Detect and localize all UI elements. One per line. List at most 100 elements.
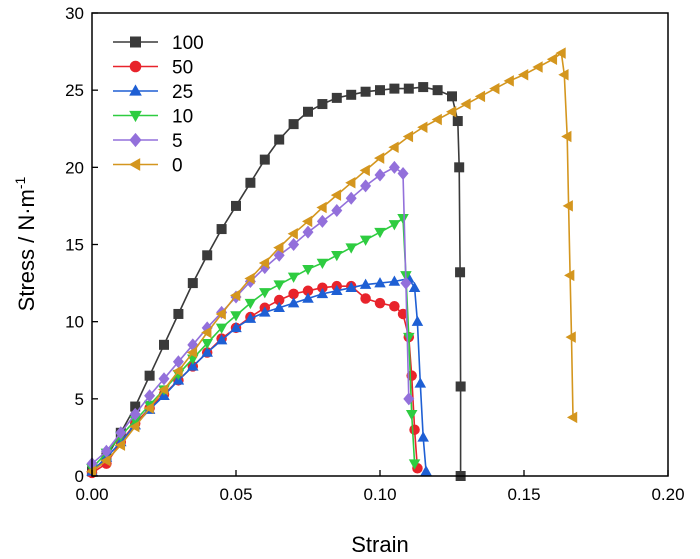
data-point-0 <box>532 61 543 73</box>
data-point-100 <box>432 85 443 96</box>
legend-label: 25 <box>172 82 193 103</box>
legend-marker <box>128 158 141 171</box>
data-point-25 <box>420 465 432 476</box>
y-axis-label: Stress / N·m-1 <box>12 176 39 311</box>
data-point-100 <box>245 177 256 188</box>
data-point-50 <box>288 288 299 300</box>
legend-label: 10 <box>172 107 193 128</box>
data-point-0 <box>172 365 183 377</box>
data-point-0 <box>417 121 428 133</box>
data-point-10 <box>230 311 242 322</box>
data-point-5 <box>115 426 127 440</box>
data-point-0 <box>230 289 241 302</box>
data-point-100 <box>303 106 313 117</box>
data-point-0 <box>287 227 298 240</box>
y-axis-label-main: Stress / N·m <box>14 189 39 311</box>
data-point-100 <box>455 381 466 392</box>
legend-label: 5 <box>172 131 183 152</box>
x-tick-label: 0.15 <box>507 485 540 504</box>
data-point-25 <box>316 287 329 299</box>
data-point-10 <box>388 220 401 231</box>
y-tick-label: 0 <box>75 467 84 486</box>
data-point-0 <box>129 420 140 433</box>
data-point-0 <box>302 215 313 228</box>
data-point-5 <box>388 160 400 174</box>
data-point-5 <box>400 276 412 290</box>
data-point-25 <box>331 284 343 296</box>
y-tick-label: 10 <box>65 313 84 332</box>
data-point-0 <box>215 308 226 320</box>
data-point-100 <box>144 370 155 381</box>
data-point-5 <box>129 407 141 421</box>
series-line-0 <box>91 51 574 473</box>
data-point-25 <box>273 301 285 313</box>
legend-label: 0 <box>172 156 183 177</box>
data-point-0 <box>143 402 154 414</box>
data-point-0 <box>100 454 111 467</box>
data-point-25 <box>411 315 424 326</box>
legend-marker <box>129 84 142 96</box>
data-point-25 <box>244 312 257 323</box>
legend-marker <box>129 60 142 73</box>
data-point-10 <box>273 280 285 291</box>
data-point-0 <box>431 113 442 126</box>
data-point-0 <box>474 90 486 103</box>
data-point-0 <box>561 130 572 143</box>
data-point-100 <box>455 267 466 278</box>
data-point-100 <box>403 83 414 94</box>
data-point-25 <box>408 281 421 292</box>
data-point-5 <box>331 204 343 218</box>
data-point-100 <box>202 250 213 261</box>
data-point-0 <box>114 439 126 451</box>
data-point-5 <box>144 389 156 403</box>
data-point-0 <box>345 177 356 189</box>
data-point-0 <box>558 68 569 81</box>
data-point-5 <box>288 238 300 251</box>
data-point-100 <box>216 224 227 235</box>
data-point-0 <box>555 47 566 59</box>
data-point-25 <box>388 275 401 286</box>
data-point-0 <box>518 68 529 81</box>
y-axis-label-sup: -1 <box>12 176 28 189</box>
data-point-0 <box>565 331 576 343</box>
data-point-0 <box>359 164 370 177</box>
x-tick-label: 0.00 <box>75 485 108 504</box>
data-point-0 <box>446 106 457 118</box>
data-point-10 <box>345 243 357 254</box>
y-tick-label: 20 <box>65 158 84 177</box>
data-point-0 <box>562 200 573 212</box>
data-point-5 <box>360 179 372 193</box>
data-point-0 <box>201 326 212 339</box>
data-point-100 <box>375 85 385 96</box>
data-point-100 <box>346 89 357 100</box>
legend-marker <box>129 132 142 148</box>
legend-item-5: 5 <box>113 131 183 152</box>
data-point-50 <box>302 285 314 297</box>
data-point-5 <box>172 355 184 369</box>
data-point-10 <box>403 332 415 344</box>
legend-label: 100 <box>172 33 204 54</box>
data-point-0 <box>273 241 284 254</box>
tick-layer: 0.00 0.05 0.10 0.15 0.20 0 5 10 15 20 25 30 <box>65 4 684 504</box>
legend-item-25: 25 <box>113 82 193 103</box>
data-point-25 <box>417 431 429 442</box>
data-point-25 <box>302 292 314 303</box>
data-point-25 <box>359 278 372 289</box>
series-10 <box>86 214 421 475</box>
y-tick-label: 5 <box>75 390 84 409</box>
data-point-100 <box>317 99 328 110</box>
data-point-0 <box>86 465 97 478</box>
y-tick-label: 30 <box>65 4 84 23</box>
data-point-0 <box>244 272 255 285</box>
data-point-100 <box>173 308 184 319</box>
data-point-10 <box>359 235 372 246</box>
data-point-0 <box>258 257 270 269</box>
legend-item-0: 0 <box>113 156 183 177</box>
series-0 <box>86 47 578 478</box>
data-point-25 <box>215 334 228 345</box>
data-point-10 <box>374 227 386 239</box>
data-point-25 <box>414 377 427 388</box>
data-point-5 <box>100 444 112 458</box>
